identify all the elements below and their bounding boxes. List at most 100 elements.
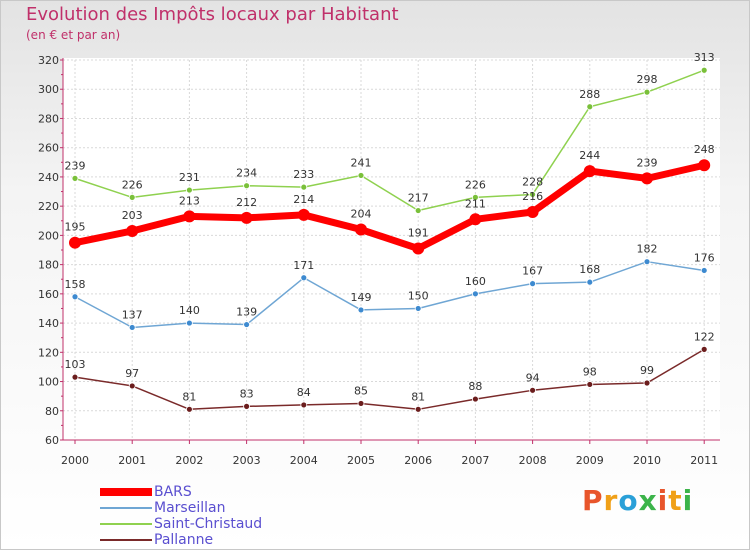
data-label: 94 [526, 371, 540, 384]
x-tick-label: 2005 [347, 454, 375, 467]
data-label: 99 [640, 364, 654, 377]
legend-swatch [100, 539, 152, 541]
data-point [357, 306, 365, 314]
y-tick-label: 160 [38, 288, 59, 301]
data-point [128, 382, 136, 390]
legend-swatch [100, 488, 152, 496]
data-point [357, 172, 365, 179]
y-tick-label: 240 [38, 171, 59, 184]
y-tick-label: 320 [38, 54, 59, 67]
data-point [471, 395, 479, 403]
x-tick-label: 2011 [690, 454, 718, 467]
plot-area [63, 58, 720, 440]
data-point [357, 400, 365, 407]
data-point [526, 206, 539, 218]
data-point [71, 293, 79, 301]
legend-label: BARS [154, 484, 192, 500]
data-label: 216 [522, 190, 543, 203]
y-tick-label: 260 [38, 142, 59, 155]
data-point [414, 207, 422, 214]
data-label: 313 [694, 51, 715, 64]
legend-label: Pallanne [154, 532, 214, 548]
data-label: 231 [179, 171, 200, 184]
data-point [643, 88, 651, 96]
legend-swatch [100, 523, 152, 525]
data-point [185, 405, 193, 413]
data-label: 85 [354, 384, 368, 397]
logo-letter: i [682, 484, 694, 517]
y-tick-label: 180 [38, 259, 59, 272]
data-point [643, 258, 651, 266]
data-point [71, 373, 79, 381]
data-point [700, 345, 708, 353]
data-point [698, 159, 711, 172]
y-tick-label: 140 [38, 317, 59, 330]
data-label: 171 [293, 259, 314, 272]
data-label: 239 [637, 156, 658, 169]
data-label: 83 [240, 387, 254, 400]
data-label: 84 [297, 386, 311, 399]
y-tick-label: 280 [38, 112, 59, 125]
data-label: 140 [179, 304, 200, 317]
y-tick-label: 300 [38, 83, 59, 96]
data-point [529, 386, 536, 394]
data-label: 228 [522, 175, 543, 188]
data-point [126, 225, 139, 237]
x-tick-label: 2000 [61, 454, 89, 467]
data-label: 217 [408, 192, 429, 205]
data-label: 226 [465, 178, 486, 191]
data-point [297, 208, 310, 221]
y-tick-label: 60 [45, 434, 59, 447]
data-point [586, 278, 594, 286]
data-label: 234 [236, 167, 257, 180]
x-tick-label: 2001 [118, 454, 146, 467]
data-label: 214 [293, 193, 314, 206]
data-point [586, 381, 594, 388]
data-label: 239 [65, 159, 86, 172]
data-point [471, 290, 479, 298]
data-label: 191 [408, 227, 429, 240]
data-label: 103 [65, 358, 86, 371]
data-point [183, 210, 196, 223]
logo-letter: i [657, 484, 669, 517]
legend-swatch [100, 507, 152, 509]
data-label: 98 [583, 365, 597, 378]
data-label: 195 [65, 221, 86, 234]
data-label: 288 [579, 88, 600, 101]
data-point [529, 191, 536, 198]
legend-label: Saint-Christaud [154, 516, 263, 532]
data-point [586, 103, 594, 111]
data-label: 167 [522, 265, 543, 278]
data-point [185, 319, 193, 327]
data-point [243, 402, 251, 410]
data-point [300, 183, 308, 191]
data-point [185, 186, 193, 194]
x-tick-label: 2002 [175, 454, 203, 467]
x-tick-label: 2006 [404, 454, 432, 467]
data-point [128, 324, 136, 331]
y-tick-label: 220 [38, 200, 59, 213]
data-point [700, 66, 708, 74]
data-label: 122 [694, 330, 715, 343]
data-point [243, 182, 251, 190]
data-label: 233 [293, 168, 314, 181]
x-tick-label: 2008 [519, 454, 547, 467]
data-label: 298 [637, 73, 658, 86]
data-label: 241 [351, 156, 372, 169]
data-point [71, 174, 79, 182]
data-label: 88 [468, 380, 482, 393]
data-point [700, 267, 708, 274]
logo-letter: t [668, 484, 683, 517]
data-point [643, 379, 651, 387]
series-line-bars [71, 161, 708, 253]
series-line-marseillan [74, 260, 705, 329]
data-label: 81 [182, 390, 196, 403]
data-label: 160 [465, 275, 486, 288]
data-label: 211 [465, 197, 486, 210]
y-tick-label: 120 [38, 346, 59, 359]
data-point [243, 321, 251, 328]
data-label: 176 [694, 251, 715, 264]
data-label: 97 [125, 367, 139, 380]
y-tick-label: 80 [45, 405, 59, 418]
data-label: 203 [122, 209, 143, 222]
